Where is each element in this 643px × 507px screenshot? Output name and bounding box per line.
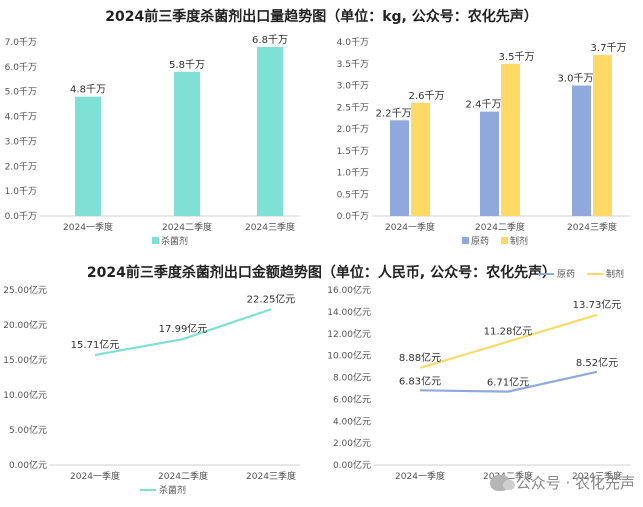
- chart3-data-label: 17.99亿元: [159, 322, 208, 335]
- chart3-ytick-label: 25.00亿元: [3, 284, 47, 296]
- chart4-ytick-label: 0.00亿元: [333, 459, 371, 471]
- chart1-xtick-label: 2024一季度: [63, 221, 113, 233]
- chart4-ytick-label: 12.00亿元: [327, 328, 371, 340]
- chart4-legend-label: 原药: [557, 269, 575, 280]
- chart1-data-label: 5.8千万: [169, 59, 205, 71]
- chart2-data-label: 3.7千万: [591, 42, 627, 54]
- chart2-ytick-label: 0.0千万: [337, 211, 369, 222]
- chart2-legend-swatch: [462, 237, 469, 244]
- chart2-xtick-label: 2024二季度: [475, 221, 525, 233]
- chart3-ytick-label: 20.00亿元: [3, 319, 47, 331]
- chart2-data-label: 2.6千万: [409, 90, 445, 102]
- chart2-bar: [411, 102, 430, 216]
- chart4-xtick-label: 2024一季度: [395, 470, 445, 482]
- chart2-ytick-label: 4.0千万: [337, 37, 369, 48]
- chart4-ytick-label: 6.00亿元: [333, 393, 371, 405]
- chart1-legend-swatch: [152, 237, 159, 244]
- chart2-bar: [480, 111, 499, 216]
- chart1-bar: [75, 96, 101, 216]
- chart4-data-label: 8.88亿元: [399, 351, 441, 364]
- chart4-ytick-label: 16.00亿元: [327, 284, 371, 296]
- chart4-ytick-label: 8.00亿元: [333, 372, 371, 384]
- chart3-series-line: [94, 308, 272, 357]
- chart1-ytick-label: 6.0千万: [5, 62, 37, 73]
- chart4-data-label: 8.52亿元: [576, 356, 618, 369]
- chart2-legend-label: 制剂: [510, 235, 528, 247]
- chart2-bar: [593, 55, 612, 216]
- chart2-ytick-label: 3.0千万: [337, 81, 369, 92]
- chart1-ytick-label: 7.0千万: [5, 37, 37, 48]
- chart4-ytick-label: 4.00亿元: [333, 415, 371, 427]
- chart2-ytick-label: 1.5千万: [337, 146, 369, 157]
- chart4-legend-label: 制剂: [606, 268, 624, 280]
- chart3-data-label: 22.25亿元: [247, 292, 296, 305]
- chart4-data-label: 13.73亿元: [573, 298, 622, 311]
- chart1-legend-label: 杀菌剂: [161, 235, 188, 247]
- chart1-ytick-label: 5.0千万: [5, 87, 37, 98]
- chart3-xtick-label: 2024二季度: [158, 470, 208, 482]
- chart2-data-label: 3.5千万: [499, 51, 535, 63]
- chart2-bar: [572, 85, 591, 216]
- chart1-bar: [257, 46, 283, 216]
- chart4-data-label: 11.28亿元: [484, 325, 533, 338]
- watermark: 公众号 · 农化先声: [489, 472, 635, 493]
- chart2-legend-swatch: [501, 237, 508, 244]
- chart1-ytick-label: 2.0千万: [5, 161, 37, 172]
- chart2-ytick-label: 2.5千万: [337, 102, 369, 113]
- chart3-legend-label: 杀菌剂: [159, 484, 186, 496]
- chart2-xtick-label: 2024三季度: [567, 221, 617, 233]
- chart4-ytick-label: 14.00亿元: [327, 306, 371, 318]
- chart1-xtick-label: 2024二季度: [162, 221, 212, 233]
- bottom-chart-title: 2024前三季度杀菌剂出口金额趋势图（单位：人民币, 公众号：农化先声）: [86, 265, 557, 281]
- chart2-bar: [501, 63, 520, 216]
- top-chart-title: 2024前三季度杀菌剂出口量趋势图（单位：kg, 公众号：农化先声）: [105, 9, 538, 25]
- chart4-xtick-label: 2024三季度: [572, 470, 622, 482]
- chart1-data-label: 6.8千万: [252, 34, 288, 46]
- chart4-ytick-label: 10.00亿元: [327, 350, 371, 362]
- chart3-ytick-label: 5.00亿元: [9, 424, 47, 436]
- chart2-ytick-label: 1.0千万: [337, 168, 369, 179]
- chart1-bar: [174, 71, 200, 216]
- chart4-series-line: [419, 370, 598, 393]
- chart1-xtick-label: 2024三季度: [245, 221, 295, 233]
- chart3-ytick-label: 10.00亿元: [3, 389, 47, 401]
- chart3-ytick-label: 15.00亿元: [3, 354, 47, 366]
- chart4-series-line: [419, 313, 598, 369]
- chart2-ytick-label: 2.0千万: [337, 124, 369, 135]
- chart1-ytick-label: 3.0千万: [5, 136, 37, 147]
- chart2-xtick-label: 2024一季度: [385, 221, 435, 233]
- chart2-data-label: 2.2千万: [376, 107, 412, 119]
- chart1-data-label: 4.8千万: [70, 84, 106, 96]
- chart2-ytick-label: 3.5千万: [337, 59, 369, 70]
- wechat-icon: [489, 475, 515, 491]
- chart4-data-label: 6.83亿元: [399, 374, 441, 387]
- chart3-ytick-label: 0.00亿元: [9, 459, 47, 471]
- chart1-ytick-label: 0.0千万: [5, 211, 37, 222]
- chart1-ytick-label: 1.0千万: [5, 186, 37, 197]
- chart2-data-label: 2.4千万: [466, 99, 502, 111]
- watermark-text: 公众号 · 农化先声: [515, 474, 635, 492]
- chart3-data-label: 15.71亿元: [71, 338, 120, 351]
- chart2-bar: [390, 120, 409, 216]
- chart3-xtick-label: 2024一季度: [70, 470, 120, 482]
- chart2-data-label: 3.0千万: [558, 73, 594, 85]
- chart1-ytick-label: 4.0千万: [5, 112, 37, 123]
- chart4-data-label: 6.71亿元: [487, 376, 529, 389]
- chart4-ytick-label: 2.00亿元: [333, 437, 371, 449]
- chart2-legend-label: 原药: [471, 236, 489, 247]
- chart2-ytick-label: 0.5千万: [337, 189, 369, 200]
- chart3-xtick-label: 2024三季度: [246, 470, 296, 482]
